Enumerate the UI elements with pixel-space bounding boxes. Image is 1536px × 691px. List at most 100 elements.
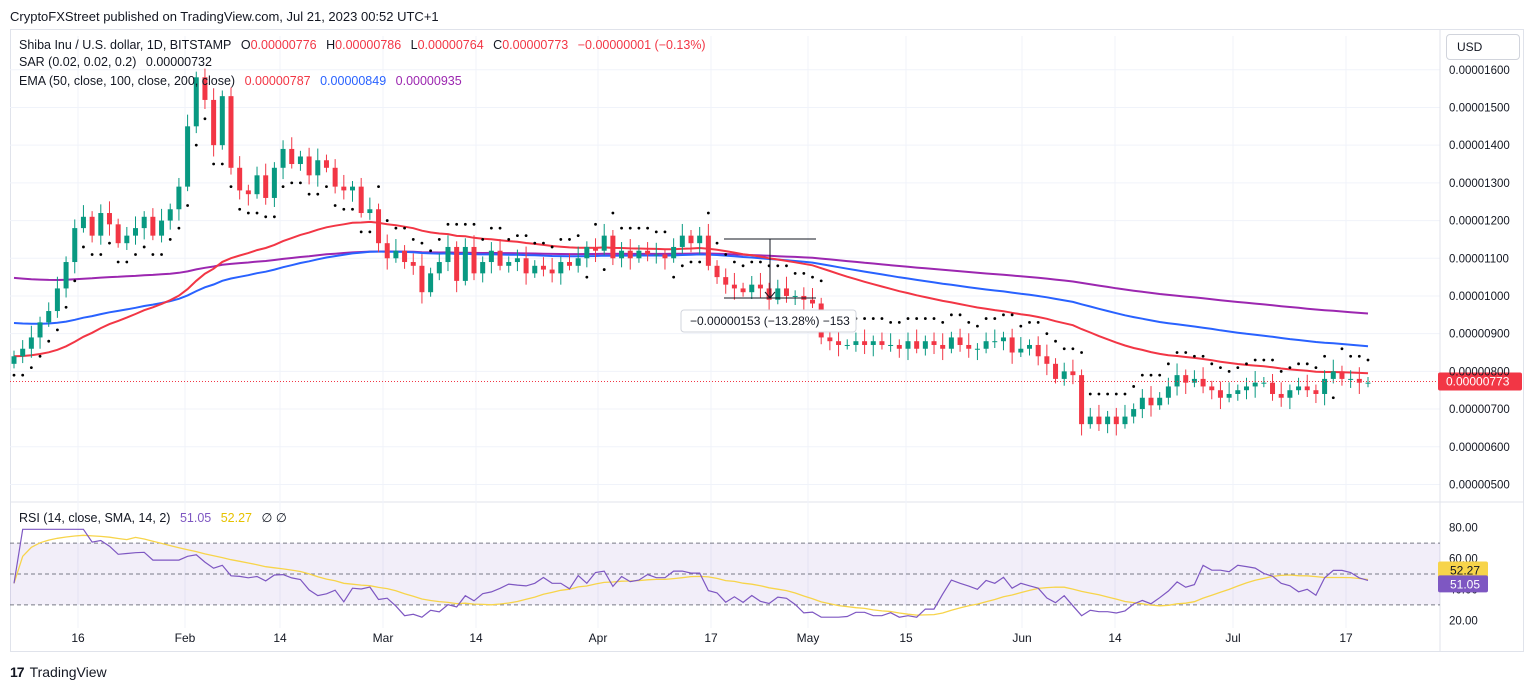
- sar-value: 0.00000732: [145, 55, 212, 69]
- candle-body: [1087, 416, 1093, 425]
- candle: [341, 174, 347, 200]
- candle-body: [323, 160, 329, 168]
- candle: [610, 229, 616, 266]
- candle-body: [167, 209, 173, 221]
- candle: [1165, 377, 1171, 405]
- candle: [480, 256, 486, 283]
- sar-dot: [1028, 320, 1031, 324]
- price-tick-label: 0.00000700: [1449, 404, 1510, 416]
- candle: [1270, 374, 1276, 401]
- candle: [402, 245, 408, 269]
- sar-dot: [819, 279, 823, 283]
- candle: [731, 272, 737, 300]
- candle: [133, 216, 139, 245]
- candle-body: [315, 160, 321, 176]
- ema-legend: EMA (50, close, 100, close, 200, close) …: [19, 74, 468, 88]
- sar-dot: [116, 260, 120, 264]
- candle: [436, 253, 442, 281]
- sar-dot: [594, 222, 597, 226]
- publisher-header: CryptoFXStreet published on TradingView.…: [10, 9, 439, 24]
- candle: [992, 329, 998, 348]
- sar-dot: [976, 324, 979, 328]
- candle: [1313, 384, 1319, 404]
- sar-dot: [1331, 396, 1335, 400]
- sar-dot: [646, 226, 650, 230]
- candle: [653, 242, 659, 264]
- candle: [376, 203, 382, 253]
- candle-body: [263, 175, 269, 198]
- candle: [54, 276, 60, 318]
- candle: [723, 268, 729, 294]
- candle-body: [1243, 386, 1249, 391]
- high-value: 0.00000786: [335, 38, 402, 52]
- candle: [593, 238, 599, 263]
- candle: [167, 203, 173, 230]
- sar-dot: [732, 260, 736, 264]
- sar-dot: [611, 211, 615, 215]
- sar-dot: [1236, 366, 1240, 369]
- sar-dot: [437, 238, 441, 241]
- sar-dot: [246, 211, 250, 215]
- candle-body: [115, 224, 121, 244]
- sar-dot: [142, 245, 146, 249]
- sar-dot: [941, 320, 945, 324]
- measure-arrow: [764, 291, 776, 299]
- candle: [757, 272, 763, 298]
- rsi-tag-text: 51.05: [1450, 577, 1480, 591]
- sar-dot: [533, 241, 537, 245]
- candle: [940, 333, 946, 361]
- candle-body: [428, 273, 434, 293]
- sar-dot: [1323, 354, 1327, 358]
- sar-dot: [1166, 362, 1170, 366]
- candle: [254, 166, 260, 199]
- tradingview-brand[interactable]: 17 TradingView: [10, 664, 107, 680]
- low-value: 0.00000764: [417, 38, 484, 52]
- price-tick-label: 0.00000600: [1449, 442, 1510, 454]
- candle-body: [1278, 393, 1284, 398]
- candle: [245, 184, 251, 206]
- candle-body: [106, 213, 112, 225]
- ema-label: EMA (50, close, 100, close, 200, close): [19, 74, 236, 88]
- candle-body: [940, 344, 946, 349]
- rsi-extra: ∅ ∅: [261, 511, 287, 525]
- sar-dot: [1219, 366, 1222, 369]
- sar-dot: [932, 317, 936, 320]
- sar-dot: [1114, 392, 1118, 396]
- candle-body: [462, 246, 468, 281]
- sar-dot: [637, 226, 641, 230]
- sar-dot: [1140, 373, 1144, 377]
- candle: [410, 253, 416, 275]
- candle: [350, 180, 355, 202]
- close-value: 0.00000773: [502, 38, 569, 52]
- candle-body: [957, 337, 963, 345]
- sar-dots: [12, 117, 1370, 400]
- candle-body: [410, 262, 416, 266]
- ema100-path: [13, 250, 1369, 348]
- candle-body: [37, 322, 43, 338]
- sar-dot: [802, 271, 806, 275]
- candle: [1243, 377, 1249, 400]
- sar-dot: [1210, 362, 1214, 366]
- sar-dot: [724, 253, 728, 256]
- candle: [289, 137, 295, 169]
- candle: [749, 275, 755, 299]
- candle-body: [1348, 378, 1354, 380]
- candle-body: [488, 250, 494, 263]
- candle: [974, 343, 980, 361]
- sar-dot: [620, 226, 623, 230]
- candle: [1322, 370, 1328, 406]
- price-tick-label: 0.00000900: [1449, 329, 1510, 341]
- ema200-value: 0.00000935: [395, 74, 462, 88]
- sar-dot: [1357, 354, 1361, 358]
- sar-dot: [897, 320, 901, 324]
- sar-dot: [229, 185, 233, 189]
- candle: [1365, 377, 1371, 388]
- candle: [888, 333, 894, 352]
- candle-body: [688, 235, 694, 244]
- high-label: H0.00000786: [326, 38, 401, 52]
- candle-body: [766, 288, 772, 300]
- currency-button[interactable]: USD: [1446, 34, 1520, 60]
- close-label: C0.00000773: [493, 38, 568, 52]
- candle: [37, 316, 43, 349]
